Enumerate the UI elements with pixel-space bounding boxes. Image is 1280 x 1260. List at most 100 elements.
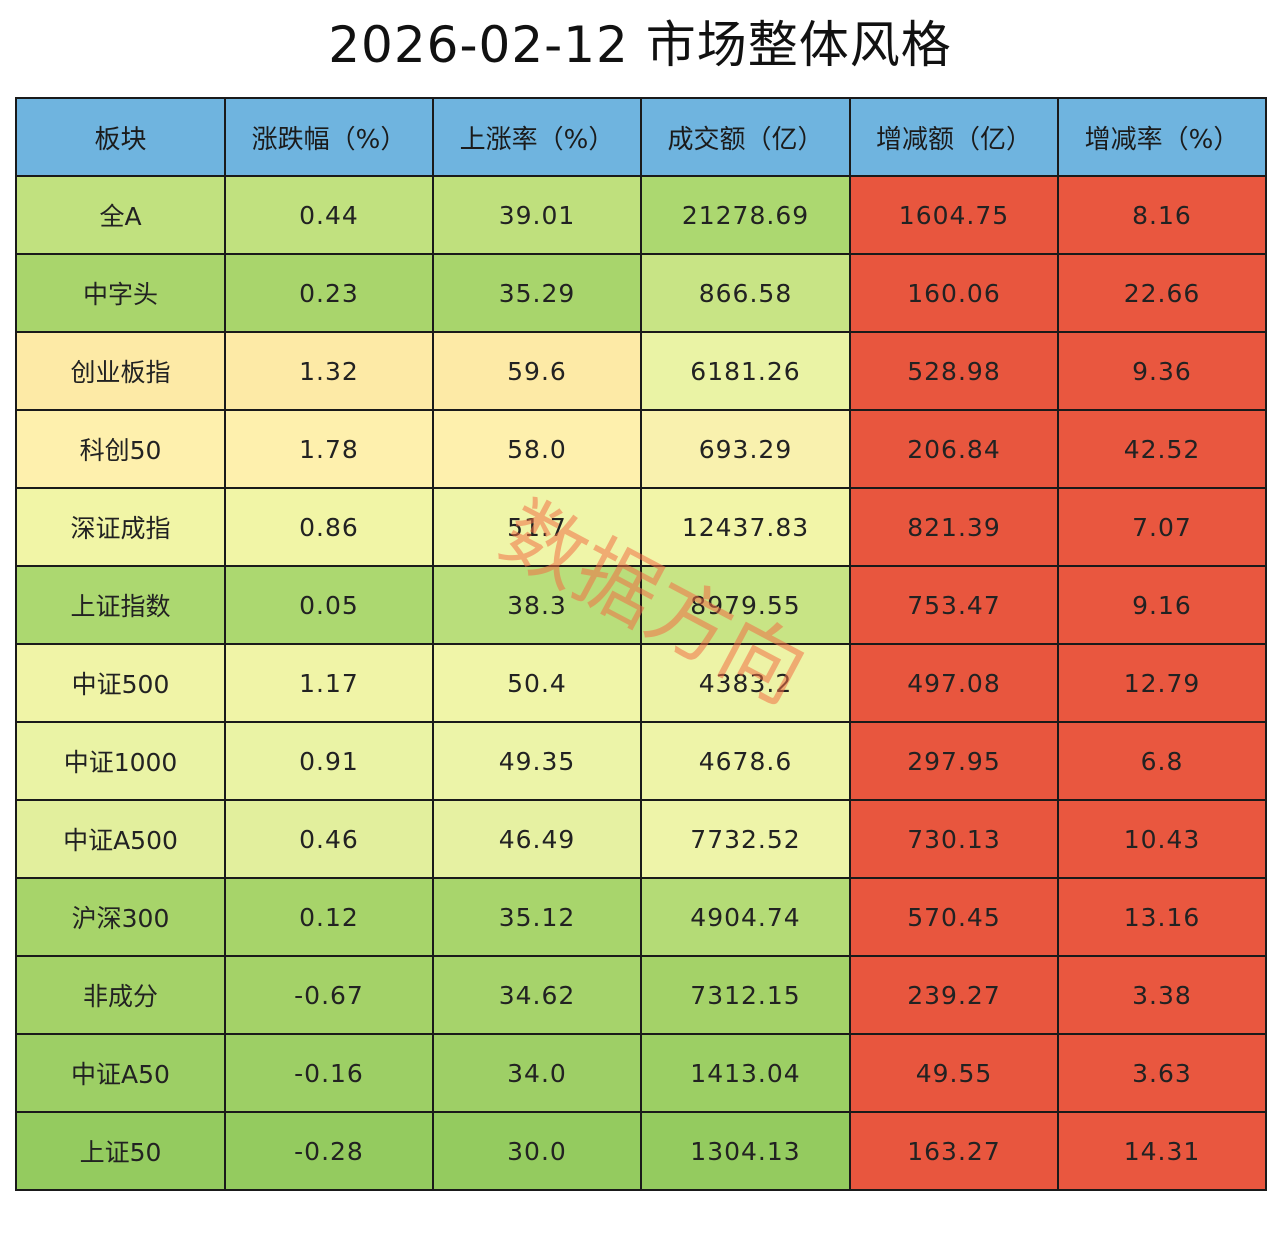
cell-change-pct: 0.91 [224,721,434,801]
cell-turnover-delta-pct: 12.79 [1057,643,1267,723]
cell-rise-ratio: 34.0 [432,1033,642,1113]
cell-sector: 上证指数 [15,565,226,645]
cell-turnover: 6181.26 [640,331,851,411]
cell-turnover-delta: 497.08 [849,643,1059,723]
cell-turnover: 7312.15 [640,955,851,1035]
cell-change-pct: 0.12 [224,877,434,957]
cell-rise-ratio: 50.4 [432,643,642,723]
cell-turnover-delta: 528.98 [849,331,1059,411]
cell-change-pct: -0.28 [224,1111,434,1191]
cell-turnover: 7732.52 [640,799,851,879]
cell-change-pct: 1.78 [224,409,434,489]
cell-rise-ratio: 30.0 [432,1111,642,1191]
table-row: 沪深300 0.12 35.12 4904.74 570.45 13.16 [15,877,1267,957]
cell-turnover-delta-pct: 8.16 [1057,175,1267,255]
page-title: 2026-02-12 市场整体风格 [328,16,952,74]
table-row: 中证1000 0.91 49.35 4678.6 297.95 6.8 [15,721,1267,801]
cell-turnover-delta-pct: 42.52 [1057,409,1267,489]
cell-change-pct: 0.46 [224,799,434,879]
cell-turnover-delta: 206.84 [849,409,1059,489]
cell-turnover-delta: 160.06 [849,253,1059,333]
cell-rise-ratio: 35.12 [432,877,642,957]
cell-sector: 中证A500 [15,799,226,879]
cell-sector: 创业板指 [15,331,226,411]
cell-turnover-delta-pct: 3.38 [1057,955,1267,1035]
cell-turnover-delta-pct: 9.16 [1057,565,1267,645]
cell-turnover: 12437.83 [640,487,851,567]
cell-sector: 沪深300 [15,877,226,957]
cell-change-pct: 1.17 [224,643,434,723]
cell-turnover: 4904.74 [640,877,851,957]
cell-sector: 科创50 [15,409,226,489]
cell-rise-ratio: 34.62 [432,955,642,1035]
table-row: 上证50 -0.28 30.0 1304.13 163.27 14.31 [15,1111,1267,1191]
cell-change-pct: 1.32 [224,331,434,411]
header-change-pct: 涨跌幅（%） [224,97,434,177]
table-row: 中证500 1.17 50.4 4383.2 497.08 12.79 [15,643,1267,723]
cell-turnover-delta: 239.27 [849,955,1059,1035]
cell-turnover: 4383.2 [640,643,851,723]
cell-turnover-delta: 570.45 [849,877,1059,957]
cell-turnover-delta: 1604.75 [849,175,1059,255]
cell-turnover-delta-pct: 6.8 [1057,721,1267,801]
cell-sector: 中证1000 [15,721,226,801]
cell-turnover: 693.29 [640,409,851,489]
table-row: 非成分 -0.67 34.62 7312.15 239.27 3.38 [15,955,1267,1035]
cell-turnover: 21278.69 [640,175,851,255]
cell-turnover-delta-pct: 7.07 [1057,487,1267,567]
cell-rise-ratio: 35.29 [432,253,642,333]
cell-sector: 全A [15,175,226,255]
table-row: 深证成指 0.86 51.7 12437.83 821.39 7.07 [15,487,1267,567]
table-header-row: 板块 涨跌幅（%） 上涨率（%） 成交额（亿） 增减额（亿） 增减率（%） [15,97,1267,177]
market-style-table: 板块 涨跌幅（%） 上涨率（%） 成交额（亿） 增减额（亿） 增减率（%） 全A… [15,97,1267,1191]
cell-turnover-delta: 730.13 [849,799,1059,879]
cell-turnover: 1304.13 [640,1111,851,1191]
cell-rise-ratio: 58.0 [432,409,642,489]
cell-turnover: 1413.04 [640,1033,851,1113]
cell-sector: 中证500 [15,643,226,723]
cell-change-pct: 0.86 [224,487,434,567]
cell-turnover-delta-pct: 13.16 [1057,877,1267,957]
cell-change-pct: 0.05 [224,565,434,645]
table-row: 中字头 0.23 35.29 866.58 160.06 22.66 [15,253,1267,333]
cell-turnover: 4678.6 [640,721,851,801]
table-row: 上证指数 0.05 38.3 8979.55 753.47 9.16 [15,565,1267,645]
table-row: 创业板指 1.32 59.6 6181.26 528.98 9.36 [15,331,1267,411]
cell-rise-ratio: 51.7 [432,487,642,567]
cell-turnover-delta: 821.39 [849,487,1059,567]
cell-sector: 中字头 [15,253,226,333]
header-turnover-delta-pct: 增减率（%） [1057,97,1267,177]
header-rise-ratio: 上涨率（%） [432,97,642,177]
cell-rise-ratio: 59.6 [432,331,642,411]
cell-turnover-delta-pct: 9.36 [1057,331,1267,411]
cell-change-pct: -0.16 [224,1033,434,1113]
cell-turnover-delta-pct: 3.63 [1057,1033,1267,1113]
header-turnover: 成交额（亿） [640,97,851,177]
cell-sector: 中证A50 [15,1033,226,1113]
cell-turnover-delta-pct: 14.31 [1057,1111,1267,1191]
cell-turnover-delta-pct: 10.43 [1057,799,1267,879]
cell-change-pct: 0.44 [224,175,434,255]
table-row: 中证A50 -0.16 34.0 1413.04 49.55 3.63 [15,1033,1267,1113]
cell-rise-ratio: 46.49 [432,799,642,879]
header-turnover-delta: 增减额（亿） [849,97,1059,177]
cell-sector: 上证50 [15,1111,226,1191]
cell-sector: 非成分 [15,955,226,1035]
cell-rise-ratio: 39.01 [432,175,642,255]
table-row: 全A 0.44 39.01 21278.69 1604.75 8.16 [15,175,1267,255]
table-row: 科创50 1.78 58.0 693.29 206.84 42.52 [15,409,1267,489]
cell-change-pct: -0.67 [224,955,434,1035]
cell-turnover-delta: 163.27 [849,1111,1059,1191]
cell-turnover-delta: 297.95 [849,721,1059,801]
cell-rise-ratio: 38.3 [432,565,642,645]
cell-change-pct: 0.23 [224,253,434,333]
cell-turnover: 866.58 [640,253,851,333]
header-sector: 板块 [15,97,226,177]
cell-sector: 深证成指 [15,487,226,567]
cell-turnover: 8979.55 [640,565,851,645]
cell-turnover-delta-pct: 22.66 [1057,253,1267,333]
cell-rise-ratio: 49.35 [432,721,642,801]
cell-turnover-delta: 753.47 [849,565,1059,645]
cell-turnover-delta: 49.55 [849,1033,1059,1113]
table-row: 中证A500 0.46 46.49 7732.52 730.13 10.43 [15,799,1267,879]
